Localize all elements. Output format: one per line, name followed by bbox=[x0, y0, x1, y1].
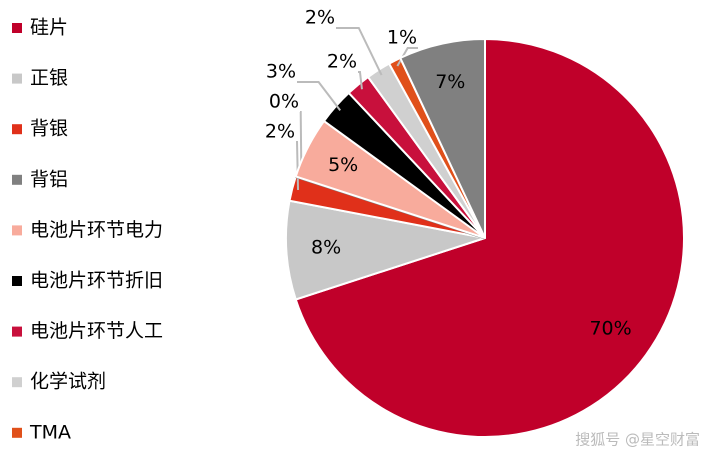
legend-swatch bbox=[12, 174, 22, 185]
legend-swatch bbox=[12, 23, 22, 33]
legend-swatch bbox=[12, 427, 22, 438]
legend-swatch bbox=[12, 377, 22, 388]
leader-line bbox=[358, 71, 363, 90]
legend-label: 背银 bbox=[30, 118, 68, 140]
data-label: 2% bbox=[327, 51, 357, 73]
legend-label: 正银 bbox=[30, 67, 68, 89]
data-label: 3% bbox=[266, 61, 296, 83]
legend-swatch bbox=[12, 73, 22, 84]
legend-swatch bbox=[12, 326, 22, 337]
pie-slice bbox=[294, 37, 685, 438]
data-label: 5% bbox=[328, 154, 358, 176]
leader-line bbox=[299, 111, 303, 179]
data-label: 8% bbox=[311, 236, 341, 258]
data-label: 1% bbox=[387, 27, 417, 49]
leader-line bbox=[297, 81, 342, 111]
pie-slice bbox=[285, 199, 486, 301]
leader-line bbox=[336, 27, 383, 76]
legend-swatch bbox=[12, 276, 22, 286]
data-label: 2% bbox=[305, 7, 335, 29]
legend-label: 化学试剂 bbox=[30, 371, 106, 393]
legend-swatch bbox=[12, 124, 22, 135]
legend-label: 电池片环节折旧 bbox=[30, 270, 163, 292]
data-label: 7% bbox=[435, 71, 465, 93]
data-label: 0% bbox=[269, 91, 299, 113]
legend-swatch bbox=[12, 225, 22, 236]
data-label: 2% bbox=[265, 121, 295, 143]
pie-slice bbox=[398, 37, 486, 239]
data-label: 70% bbox=[589, 318, 631, 340]
legend-label: 电池片环节电力 bbox=[30, 219, 163, 241]
legend-label: 电池片环节人工 bbox=[30, 320, 163, 342]
legend-label: 硅片 bbox=[30, 17, 68, 39]
watermark: 搜狐号 @星空财富 bbox=[575, 431, 700, 449]
legend-label: 背铝 bbox=[30, 168, 68, 190]
legend-label: TMA bbox=[29, 421, 71, 443]
